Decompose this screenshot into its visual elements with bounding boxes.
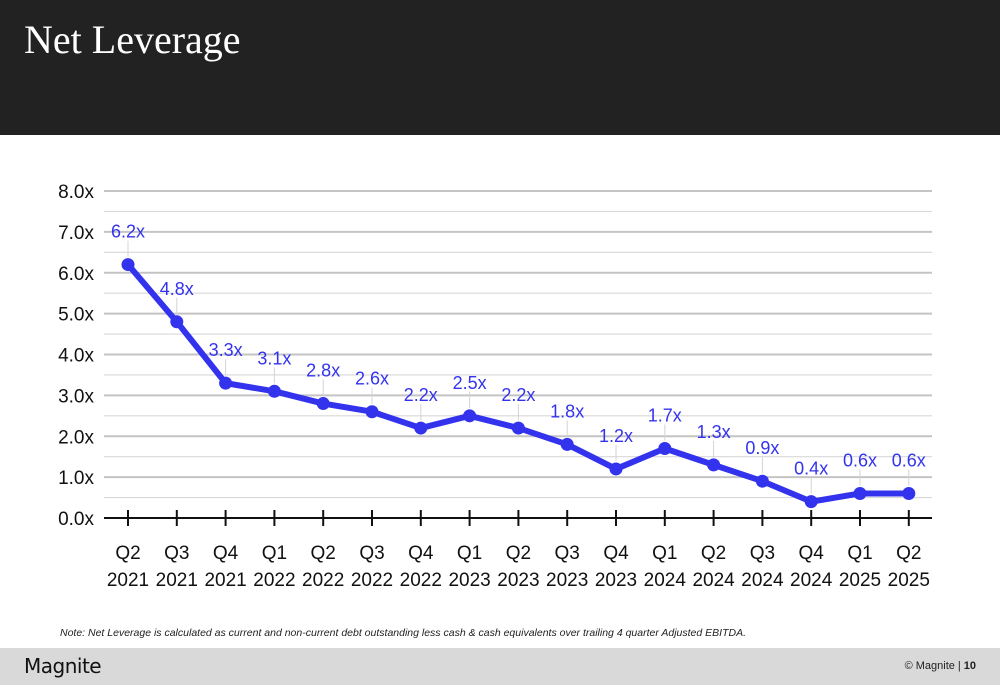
data-point	[121, 258, 135, 272]
x-tick-label-quarter: Q2	[701, 543, 726, 564]
data-point	[316, 397, 330, 411]
y-tick-label: 0.0x	[58, 509, 94, 530]
page-number: 10	[963, 660, 976, 672]
x-tick-label-year: 2024	[741, 570, 784, 591]
x-tick-label-year: 2025	[839, 570, 881, 591]
x-tick-label-quarter: Q1	[847, 543, 872, 564]
data-point	[658, 442, 672, 456]
data-label: 2.2x	[404, 385, 438, 405]
x-tick-label-quarter: Q4	[408, 543, 434, 564]
x-tick-label-quarter: Q4	[603, 543, 629, 564]
x-tick-label-year: 2021	[156, 570, 198, 591]
x-tick-label-year: 2023	[595, 570, 637, 591]
x-tick-label-quarter: Q2	[311, 543, 336, 564]
y-tick-label: 7.0x	[58, 223, 94, 244]
data-label: 3.3x	[209, 340, 243, 360]
x-tick-label-year: 2024	[644, 570, 687, 591]
data-label: 3.1x	[257, 348, 291, 368]
x-tick-label-quarter: Q4	[213, 543, 239, 564]
data-label: 1.2x	[599, 426, 633, 446]
data-point	[511, 421, 525, 435]
data-label: 1.8x	[550, 401, 584, 421]
data-label: 0.9x	[745, 438, 779, 458]
data-point	[560, 437, 574, 451]
data-point	[170, 315, 184, 329]
data-point	[853, 486, 867, 500]
copyright-separator: |	[957, 660, 961, 672]
data-point	[707, 458, 721, 472]
data-point	[755, 474, 769, 488]
x-tick-label-year: 2021	[107, 570, 149, 591]
data-label: 2.6x	[355, 369, 389, 389]
x-tick-label-year: 2023	[546, 570, 588, 591]
x-tick-label-quarter: Q2	[896, 543, 921, 564]
y-tick-label: 4.0x	[58, 346, 94, 367]
data-point	[804, 495, 818, 509]
data-point	[365, 405, 379, 419]
data-label: 0.6x	[843, 450, 877, 470]
data-label: 2.8x	[306, 361, 340, 381]
data-point	[219, 376, 233, 390]
x-tick-label-year: 2021	[204, 570, 246, 591]
data-label: 4.8x	[160, 279, 194, 299]
data-label: 2.5x	[453, 373, 487, 393]
data-point	[267, 384, 281, 398]
y-tick-label: 3.0x	[58, 386, 94, 407]
magnite-logo: Magnite	[24, 654, 102, 678]
data-label: 0.6x	[892, 450, 926, 470]
x-tick-label-quarter: Q2	[506, 543, 531, 564]
x-tick-label-year: 2022	[400, 570, 442, 591]
x-tick-label-year: 2023	[497, 570, 539, 591]
data-point	[414, 421, 428, 435]
header-bar: Net Leverage	[0, 0, 1000, 135]
y-tick-label: 8.0x	[58, 182, 94, 203]
data-label: 2.2x	[501, 385, 535, 405]
footer-bar: Magnite © Magnite | 10	[0, 648, 1000, 685]
y-tick-label: 2.0x	[58, 427, 94, 448]
x-tick-label-quarter: Q4	[799, 543, 825, 564]
data-point	[902, 486, 916, 500]
page-title: Net Leverage	[24, 17, 241, 62]
data-point	[609, 462, 623, 476]
x-tick-label-quarter: Q1	[457, 543, 482, 564]
data-label: 6.2x	[111, 222, 145, 242]
x-tick-label-quarter: Q3	[359, 543, 384, 564]
y-tick-label: 1.0x	[58, 468, 94, 489]
x-tick-label-year: 2024	[692, 570, 735, 591]
footnote: Note: Net Leverage is calculated as curr…	[60, 627, 746, 639]
x-tick-label-quarter: Q3	[164, 543, 189, 564]
x-tick-label-year: 2022	[302, 570, 344, 591]
x-tick-label-quarter: Q1	[262, 543, 287, 564]
x-tick-label-quarter: Q3	[750, 543, 775, 564]
x-tick-label-quarter: Q1	[652, 543, 677, 564]
data-label: 1.7x	[648, 406, 682, 426]
net-leverage-chart: 0.0x 1.0x 2.0x 3.0x 4.0x 5.0x 6.0x 7.0x 8.0x Q2 20…	[58, 182, 932, 591]
y-tick-label: 6.0x	[58, 264, 94, 285]
copyright: © Magnite | 10	[905, 660, 976, 672]
y-tick-label: 5.0x	[58, 305, 94, 326]
x-tick-label-quarter: Q3	[555, 543, 580, 564]
x-tick-label-quarter: Q2	[115, 543, 140, 564]
data-label: 0.4x	[794, 459, 828, 479]
data-label: 1.3x	[697, 422, 731, 442]
x-tick-label-year: 2023	[448, 570, 490, 591]
x-tick-label-year: 2022	[253, 570, 295, 591]
x-tick-label-year: 2025	[888, 570, 930, 591]
x-tick-label-year: 2022	[351, 570, 393, 591]
copyright-text: © Magnite	[904, 660, 955, 672]
series-line	[125, 261, 912, 505]
x-tick-label-year: 2024	[790, 570, 833, 591]
data-point	[463, 409, 477, 423]
